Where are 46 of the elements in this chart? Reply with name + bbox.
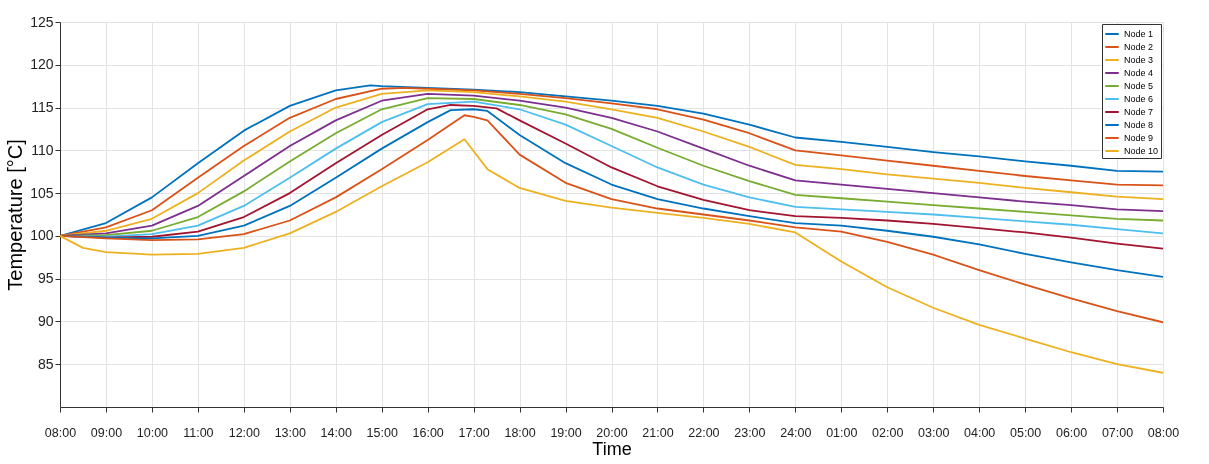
- x-tick-label: 24:00: [780, 425, 812, 440]
- x-tick-label: 23:00: [734, 425, 766, 440]
- x-axis-title: Time: [592, 439, 632, 459]
- y-tick-label: 85: [37, 355, 54, 372]
- x-tick-label: 01:00: [826, 425, 858, 440]
- x-tick-label: 20:00: [596, 425, 628, 440]
- legend-label: Node 5: [1124, 81, 1154, 91]
- x-tick-label: 13:00: [274, 425, 306, 440]
- legend-label: Node 1: [1124, 29, 1154, 39]
- x-tick-label: 16:00: [412, 425, 444, 440]
- y-tick-label: 125: [30, 13, 54, 30]
- x-tick-label: 05:00: [1009, 425, 1042, 440]
- legend-label: Node 9: [1124, 133, 1154, 143]
- x-tick-label: 14:00: [320, 425, 352, 440]
- y-tick-label: 100: [30, 227, 54, 244]
- x-tick-label: 21:00: [642, 425, 674, 440]
- x-tick-label: 02:00: [872, 425, 904, 440]
- x-tick-label: 18:00: [504, 425, 536, 440]
- x-tick-label: 03:00: [918, 425, 950, 440]
- y-tick-label: 95: [37, 270, 54, 287]
- legend-label: Node 6: [1124, 94, 1154, 104]
- y-tick-label: 105: [30, 184, 54, 201]
- y-tick-label: 115: [31, 99, 54, 116]
- legend-label: Node 7: [1124, 107, 1154, 117]
- legend-label: Node 4: [1124, 68, 1154, 78]
- x-tick-label: 17:00: [458, 425, 490, 440]
- x-tick-label: 08:00: [1147, 425, 1180, 440]
- y-tick-label: 120: [30, 56, 54, 73]
- legend-label: Node 10: [1124, 146, 1159, 156]
- legend-label: Node 3: [1124, 55, 1154, 65]
- x-tick-label: 07:00: [1101, 425, 1134, 440]
- x-tick-label: 15:00: [366, 425, 398, 440]
- y-tick-label: 110: [31, 141, 54, 158]
- y-axis-title: Temperature [°C]: [4, 139, 27, 291]
- x-tick-label: 19:00: [550, 425, 582, 440]
- legend-label: Node 8: [1124, 120, 1154, 130]
- legend-label: Node 2: [1124, 42, 1154, 52]
- x-tick-label: 11:00: [183, 425, 214, 440]
- x-tick-label: 06:00: [1055, 425, 1088, 440]
- x-tick-label: 10:00: [136, 425, 169, 440]
- x-tick-label: 22:00: [688, 425, 720, 440]
- y-tick-label: 90: [37, 312, 54, 329]
- x-tick-label: 08:00: [44, 425, 77, 440]
- x-tick-label: 12:00: [228, 425, 261, 440]
- x-tick-label: 09:00: [90, 425, 123, 440]
- x-tick-label: 04:00: [964, 425, 996, 440]
